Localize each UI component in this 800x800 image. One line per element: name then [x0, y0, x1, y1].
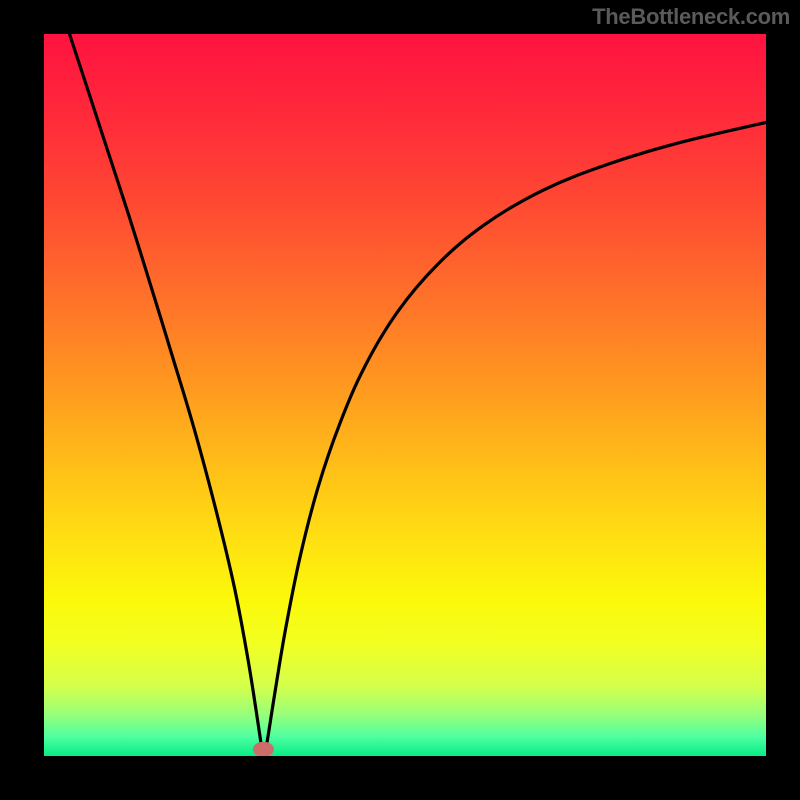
watermark-text: TheBottleneck.com [592, 4, 790, 30]
chart-svg-wrap [0, 0, 800, 800]
bottleneck-chart [0, 0, 800, 800]
chart-container: TheBottleneck.com [0, 0, 800, 800]
optimal-point-marker [253, 742, 273, 756]
